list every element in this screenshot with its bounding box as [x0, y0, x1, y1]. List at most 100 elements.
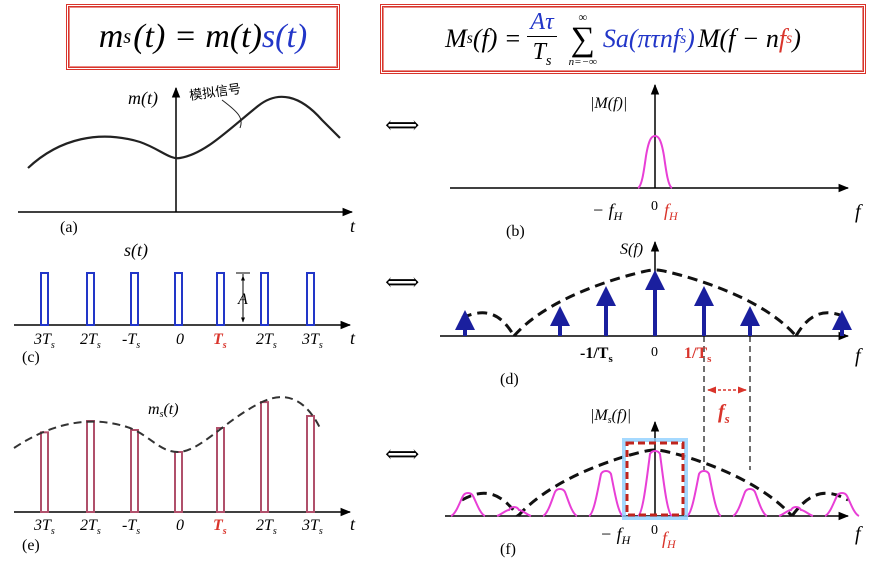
- pulse-2: [130, 272, 139, 326]
- equivalence-symbol-3: ⟺: [385, 442, 419, 468]
- sampled-envelope: [13, 396, 321, 454]
- replica-4: [637, 450, 673, 517]
- ticks-c-label-1: 2Ts: [80, 331, 101, 351]
- pulse-1: [86, 272, 95, 326]
- ticks-e-label-3: 0: [176, 517, 184, 534]
- panel-b-zero-tick: 0: [651, 199, 658, 214]
- formula-sampling-term: s(t): [261, 18, 308, 55]
- panel-d-zero-tick: 0: [651, 345, 658, 360]
- replica-7: [778, 506, 814, 517]
- panel-b-caption: (b): [506, 223, 525, 240]
- shift-fs: f: [778, 24, 787, 53]
- ticks-c-label-2: -Ts: [122, 331, 140, 351]
- equivalence-symbol-2: ⟺: [385, 270, 419, 296]
- ticks-c-label-3: 0: [176, 331, 184, 348]
- ticks-c-label-5: 2Ts: [256, 331, 277, 351]
- panel-f-ylabel: |Ms(f)|: [590, 407, 631, 426]
- pulse-train: [40, 272, 315, 326]
- panel-d-pos-tick: 1/Ts: [684, 345, 712, 365]
- sampled-pulse-0: [40, 431, 49, 514]
- panel-d: S(f) f -1/Ts 0 1/Ts fs (d): [440, 240, 863, 470]
- sampled-pulse-5: [260, 401, 269, 513]
- replica-3: [588, 470, 624, 517]
- panel-d-neg-tick: -1/Ts: [580, 345, 613, 365]
- replica-0: [450, 492, 486, 517]
- shift-close: ): [792, 24, 801, 53]
- panel-a-caption: (a): [60, 219, 78, 236]
- fraction-numerator: Aτ: [527, 10, 557, 37]
- sampled-pulse-6: [306, 415, 315, 513]
- analog-signal-label: 模拟信号: [188, 82, 242, 104]
- fs-spacing-label: fs: [718, 401, 730, 426]
- pulse-5: [260, 272, 269, 326]
- spectral-impulses: [455, 270, 852, 336]
- panel-e-xlabel: t: [350, 514, 356, 534]
- panel-e-ylabel: ms(t): [148, 401, 179, 420]
- panel-e: ms(t) t 3Ts 2Ts -Ts 0 Ts 2Ts 3Ts (e): [13, 396, 356, 554]
- equivalence-symbol-1: ⟺: [385, 113, 419, 139]
- panel-e-ticks: 3Ts 2Ts -Ts 0 Ts 2Ts 3Ts: [33, 517, 323, 537]
- ticks-e-label-5: 2Ts: [256, 517, 277, 537]
- formula-f-lhs-sub: s: [466, 30, 473, 47]
- panel-f: |Ms(f)| f − fH 0 fH (f): [445, 407, 863, 558]
- baseband-highlight-box: [625, 441, 685, 517]
- analog-signal-curve: [27, 95, 341, 169]
- fraction-denominator-sub: s: [545, 52, 552, 69]
- pulse-6: [306, 272, 315, 326]
- sampled-pulse-4: [216, 427, 225, 513]
- ticks-c-label-4: Ts: [213, 331, 227, 351]
- fraction-denominator: T: [532, 38, 546, 65]
- panel-c-xlabel: t: [350, 328, 356, 348]
- baseband-highlight-glow: [622, 438, 688, 520]
- replica-8: [824, 492, 860, 517]
- panel-b-pos-tick: fH: [664, 200, 679, 223]
- formula-lhs: m: [98, 18, 124, 55]
- ticks-e-label-4: Ts: [213, 517, 227, 537]
- pulse-0: [40, 272, 49, 326]
- time-domain-formula: m s (t) = m(t) s(t): [66, 4, 340, 70]
- panel-c-ylabel: s(t): [124, 240, 148, 261]
- replica-5: [686, 470, 722, 517]
- panel-c-ticks: 3Ts 2Ts -Ts 0 Ts 2Ts 3Ts: [33, 331, 323, 351]
- panel-d-xlabel: f: [855, 345, 863, 367]
- panel-f-zero-tick: 0: [651, 523, 658, 538]
- formula-f-lhs-arg: (f) =: [472, 24, 522, 53]
- sampled-pulse-1: [86, 420, 95, 513]
- sa-term-sub: s: [680, 30, 687, 47]
- replica-1: [496, 506, 532, 517]
- pulse-4: [216, 272, 225, 326]
- panel-f-neg-tick: − fH: [600, 524, 632, 547]
- sampled-pulse-3: [174, 451, 183, 513]
- annotation-pointer: [221, 99, 242, 129]
- ticks-e-label-1: 2Ts: [80, 517, 101, 537]
- ticks-e-label-6: 3Ts: [301, 517, 323, 537]
- sum-symbol: ∑: [570, 20, 595, 58]
- panel-b-neg-tick: − fH: [592, 200, 624, 223]
- sa-term: Sa(πτnf: [602, 24, 681, 53]
- ticks-c-label-6: 3Ts: [301, 331, 323, 351]
- sa-term-close: ): [686, 24, 695, 53]
- replica-2: [542, 488, 578, 517]
- formula-arg: (t) = m(t): [133, 18, 262, 55]
- panel-e-caption: (e): [22, 537, 40, 554]
- shift-term: M(f − n: [697, 24, 779, 53]
- pulse-3: [174, 272, 183, 326]
- panel-b-ylabel: |M(f)|: [590, 95, 627, 112]
- baseband-spectrum: [637, 134, 673, 189]
- sum-upper-limit: ∞: [578, 9, 588, 24]
- panel-f-pos-tick: fH: [662, 528, 677, 551]
- sum-lower-limit: n=−∞: [568, 55, 597, 68]
- panel-f-xlabel: f: [855, 523, 863, 545]
- sampled-sa-envelope: [461, 448, 849, 518]
- ticks-e-label-2: -Ts: [122, 517, 140, 537]
- sampled-pulses: [40, 401, 315, 514]
- replica-6: [732, 488, 768, 517]
- shift-fs-sub: s: [786, 30, 793, 47]
- panel-d-ylabel: S(f): [620, 241, 643, 258]
- ticks-e-label-0: 3Ts: [33, 517, 55, 537]
- ticks-c-label-0: 3Ts: [33, 331, 55, 351]
- panel-a: m(t) 模拟信号 t (a): [18, 82, 356, 236]
- sampled-pulse-2: [130, 429, 139, 513]
- panel-f-caption: (f): [500, 541, 516, 558]
